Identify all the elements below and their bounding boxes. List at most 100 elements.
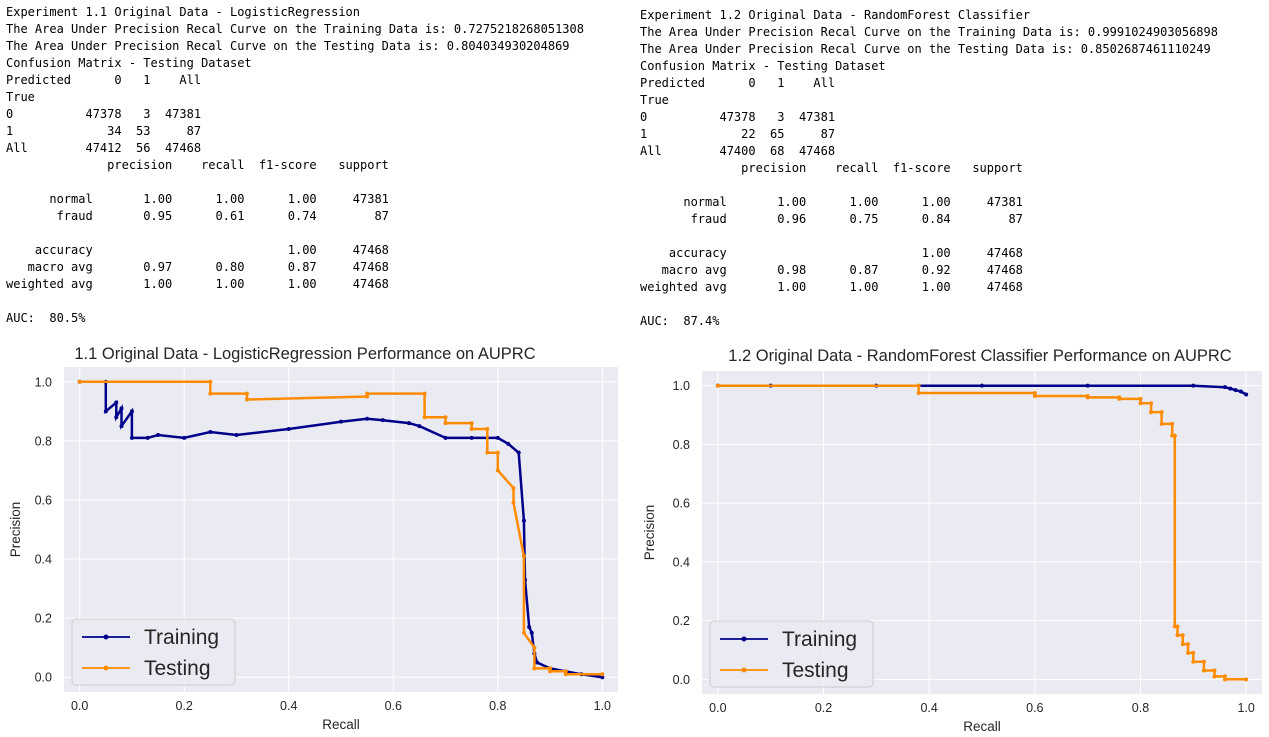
legend-label: Testing — [782, 659, 849, 682]
data-point — [1186, 642, 1191, 647]
series-testing — [715, 383, 1249, 682]
y-tick-label: 0.8 — [673, 438, 690, 452]
data-point — [1175, 633, 1180, 638]
data-point — [495, 450, 500, 455]
data-point — [1149, 401, 1154, 406]
data-point — [1085, 383, 1090, 388]
legend-label: Training — [782, 628, 857, 651]
legend-marker — [103, 665, 109, 671]
x-tick-label: 0.0 — [71, 699, 88, 713]
data-point — [532, 645, 537, 650]
data-point — [119, 424, 124, 429]
data-point — [1191, 650, 1196, 655]
classification-report: Experiment 1.2 Original Data - RandomFor… — [640, 8, 1218, 328]
y-tick-label: 0.0 — [673, 673, 690, 687]
data-point — [485, 427, 490, 432]
data-point — [1170, 421, 1175, 426]
x-tick-label: 1.0 — [594, 699, 611, 713]
data-point — [506, 441, 511, 446]
data-point — [511, 500, 516, 505]
x-axis-label: Recall — [322, 717, 360, 732]
data-point — [208, 430, 213, 434]
x-tick-label: 0.8 — [1132, 701, 1149, 715]
x-tick-label: 0.2 — [815, 701, 832, 715]
data-point — [1201, 668, 1206, 673]
legend-marker — [103, 634, 109, 640]
data-point — [980, 383, 984, 388]
data-point — [443, 415, 448, 420]
data-point — [1223, 677, 1228, 682]
legend-label: Testing — [144, 657, 211, 680]
data-point — [1032, 391, 1037, 396]
classification-report: Experiment 1.1 Original Data - LogisticR… — [6, 5, 584, 325]
legend-entry: Training — [82, 626, 219, 649]
data-point — [417, 424, 422, 429]
x-tick-label: 0.6 — [1026, 701, 1043, 715]
y-tick-label: 0.4 — [673, 555, 690, 569]
data-point — [234, 432, 239, 437]
data-point — [406, 421, 411, 426]
x-tick-label: 0.2 — [176, 699, 193, 713]
data-point — [548, 666, 553, 671]
data-point — [715, 383, 720, 388]
data-point — [1244, 392, 1249, 397]
data-point — [380, 418, 385, 423]
data-point — [511, 486, 516, 491]
data-point — [1238, 389, 1243, 394]
data-point — [1180, 633, 1185, 638]
data-point — [495, 468, 500, 473]
y-tick-label: 0.6 — [673, 497, 690, 511]
experiment-1-2-panel: Experiment 1.2 Original Data - RandomFor… — [634, 0, 1268, 737]
x-tick-label: 1.0 — [1237, 701, 1254, 715]
data-point — [1212, 674, 1217, 679]
data-point — [1186, 650, 1191, 655]
data-point — [103, 409, 108, 414]
data-point — [77, 379, 82, 384]
y-tick-label: 0.0 — [35, 671, 52, 685]
data-point — [1159, 410, 1164, 415]
y-tick-label: 0.8 — [35, 434, 52, 448]
data-point — [532, 666, 537, 671]
data-point — [208, 379, 213, 384]
data-point — [208, 391, 213, 396]
data-point — [521, 518, 526, 523]
data-point — [422, 391, 427, 396]
data-point — [1085, 395, 1090, 400]
data-point — [1032, 393, 1037, 398]
legend-entry: Testing — [82, 657, 211, 680]
chart-title: 1.1 Original Data - LogisticRegression P… — [74, 345, 535, 363]
legend-label: Training — [144, 626, 219, 649]
data-point — [1149, 410, 1154, 415]
data-point — [1201, 659, 1206, 664]
legend-marker — [741, 667, 747, 673]
legend-entry: Training — [720, 628, 857, 651]
data-point — [114, 400, 119, 405]
y-tick-label: 1.0 — [673, 379, 690, 393]
data-point — [485, 450, 490, 455]
data-point — [1223, 385, 1228, 390]
data-point — [469, 421, 474, 426]
auprc-chart-1-2: 1.2 Original Data - RandomForest Classif… — [642, 347, 1262, 734]
data-point — [1138, 396, 1143, 401]
data-point — [516, 450, 521, 455]
data-point — [145, 435, 150, 440]
chart-title: 1.2 Original Data - RandomForest Classif… — [728, 347, 1232, 365]
data-point — [916, 391, 921, 396]
y-tick-label: 0.4 — [35, 553, 52, 567]
data-point — [548, 669, 553, 674]
legend: Training Testing — [709, 620, 874, 688]
y-axis-label: Precision — [8, 502, 23, 558]
y-tick-label: 0.2 — [673, 614, 690, 628]
experiment-1-1-panel: Experiment 1.1 Original Data - LogisticR… — [0, 0, 634, 737]
data-point — [365, 394, 370, 399]
series-line — [79, 380, 603, 676]
data-point — [339, 419, 343, 424]
x-tick-label: 0.4 — [920, 701, 937, 715]
data-point — [1228, 386, 1233, 391]
y-axis-label: Precision — [642, 505, 657, 561]
data-point — [1233, 388, 1238, 393]
data-point — [1172, 433, 1177, 438]
data-point — [600, 675, 605, 680]
data-point — [521, 630, 526, 635]
data-point — [916, 383, 921, 388]
